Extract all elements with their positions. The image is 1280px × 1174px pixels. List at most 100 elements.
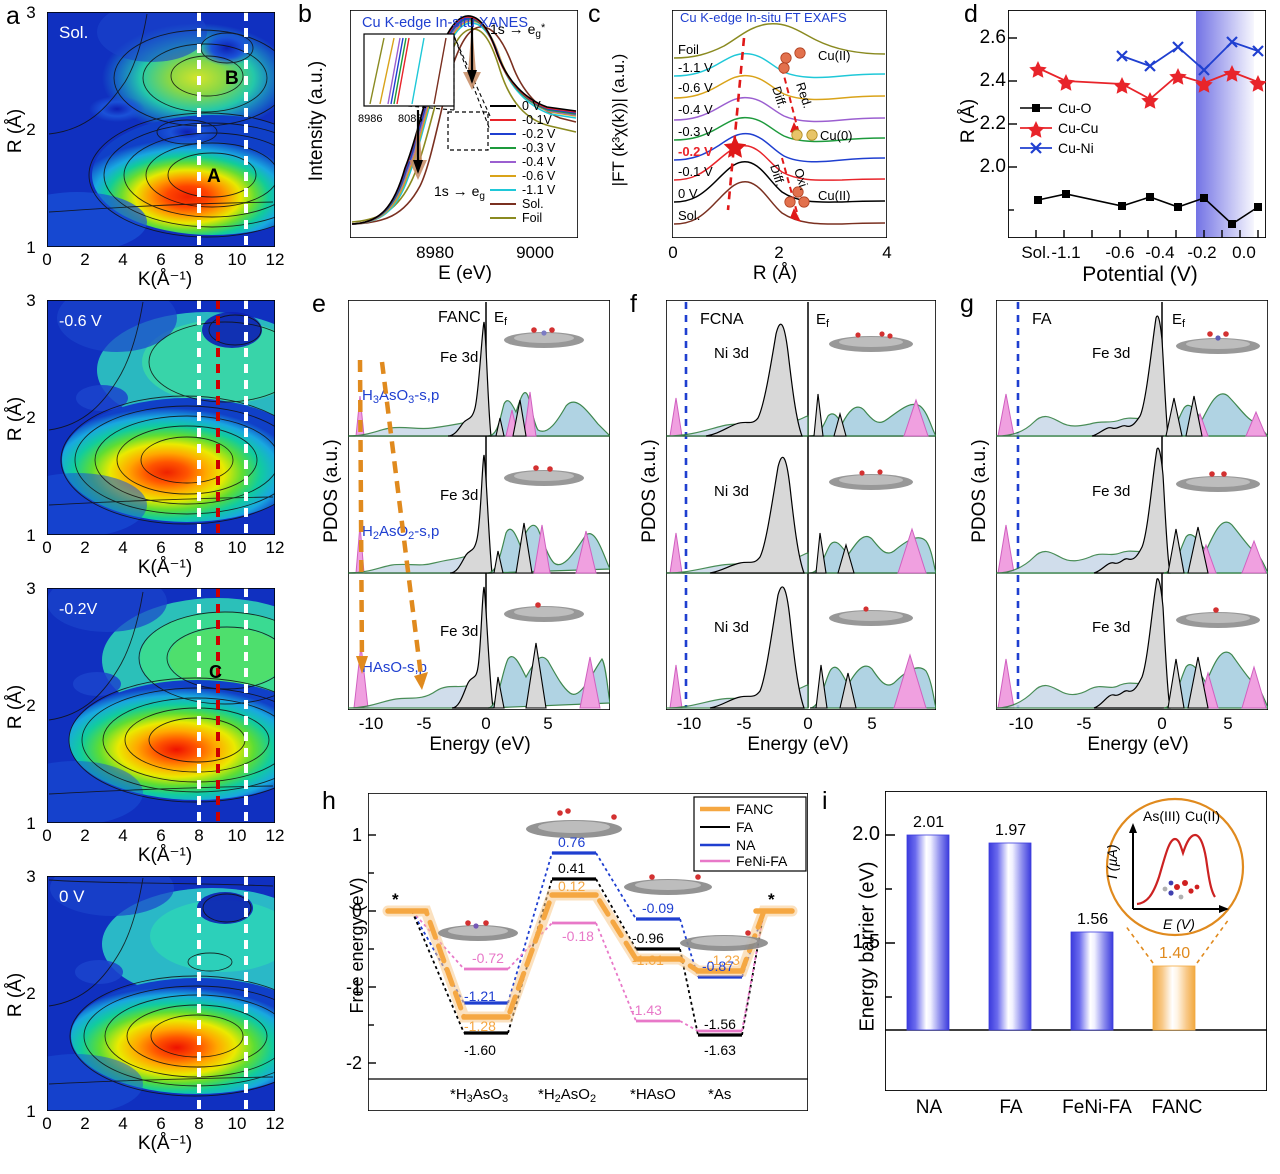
xt: 8: [194, 826, 204, 845]
panel-a1-ytick-3: 3: [26, 3, 36, 22]
svg-text:*H3AsO3: *H3AsO3: [450, 1086, 508, 1105]
xt: 10: [227, 250, 247, 269]
svg-text:1.56: 1.56: [1077, 911, 1108, 928]
panel-c-xlabel: R (Å): [752, 263, 798, 284]
panel-a3-xlabel: K(Å⁻¹): [137, 845, 193, 866]
svg-text:-0.3 V: -0.3 V: [522, 141, 556, 155]
panel-g-plot: FA Ef Fe 3d Fe 3d Fe 3d: [996, 300, 1268, 710]
svg-text:-1.60: -1.60: [464, 1042, 496, 1058]
xt: -10: [1008, 714, 1034, 733]
panel-f-material-text: FCNA: [700, 311, 744, 328]
xt-02: -0.2: [1187, 243, 1217, 262]
panel-h-plot: * * -1.21 -1.28 -1.60 -0.72 0.76 0.41 0.…: [368, 793, 808, 1111]
svg-text:*H2AsO2: *H2AsO2: [538, 1086, 596, 1105]
panel-b-title-text: Cu K-edge In-situ XANES: [362, 15, 528, 31]
xt: 8: [194, 1114, 204, 1133]
svg-text:*: *: [392, 890, 399, 909]
panel-b-xtick-0: 8980: [416, 243, 454, 262]
panel-c-xtick-2: 4: [882, 243, 892, 262]
panel-e-material-text: FANC: [438, 309, 481, 326]
svg-text:Fe 3d: Fe 3d: [1092, 345, 1130, 362]
xt: 0: [42, 826, 52, 845]
panel-e-plot: FANC Ef Fe 3d Fe 3d Fe 3d H3AsO3-s,p H2A…: [348, 300, 610, 710]
xt: 2: [80, 826, 90, 845]
svg-text:8088: 8088: [398, 113, 422, 125]
svg-text:Cu(II): Cu(II): [1185, 808, 1220, 824]
svg-text:A: A: [207, 166, 221, 187]
xt: 6: [156, 538, 166, 557]
xt: 5: [543, 714, 553, 733]
panel-i-plot: 2.01 1.97 1.56 1.40 As(III) Cu(II) I (µA…: [885, 791, 1267, 1091]
svg-text:-0.09: -0.09: [642, 900, 674, 916]
svg-text:-1.23: -1.23: [708, 952, 740, 968]
svg-text:E (V): E (V): [1163, 916, 1195, 932]
svg-text:Oxi.: Oxi.: [791, 167, 811, 192]
svg-text:1.97: 1.97: [995, 822, 1026, 839]
panel-i-ytick-2: 2.0: [852, 823, 880, 845]
panel-b-xlabel: E (eV): [438, 263, 492, 284]
contour-map-m06: -0.6 V: [47, 300, 275, 535]
svg-text:Foil: Foil: [678, 42, 699, 57]
svg-text:-1.1 V: -1.1 V: [522, 183, 556, 197]
svg-text:Sol.: Sol.: [678, 208, 700, 223]
panel-a1-ylabel: R (Å): [5, 108, 26, 154]
svg-text:I (µA): I (µA): [1104, 844, 1120, 879]
panel-b-ylabel: Intensity (a.u.): [306, 60, 327, 182]
panel-a2-ylabel: R (Å): [5, 396, 26, 442]
svg-text:Cu(II): Cu(II): [818, 188, 851, 203]
panel-h-ytick-m1: -1: [345, 977, 362, 997]
xt: 0: [803, 714, 813, 733]
panel-a4-ytick-1: 1: [26, 1102, 36, 1121]
svg-text:-0.6 V: -0.6 V: [678, 80, 713, 95]
panel-c-ylabel: |FT (k³χ(k))| (a.u.): [609, 53, 628, 187]
xt: 6: [156, 250, 166, 269]
svg-text:-0.4 V: -0.4 V: [522, 155, 556, 169]
bar-fanc: [1152, 965, 1196, 1031]
xt: 4: [118, 1114, 128, 1133]
panel-e-ylabel: PDOS (a.u.): [321, 439, 342, 543]
panel-g-label: g: [960, 290, 974, 318]
svg-text:-0.1V: -0.1V: [522, 113, 553, 127]
svg-text:Sol.: Sol.: [522, 197, 544, 211]
panel-a2-xlabel: K(Å⁻¹): [137, 557, 193, 578]
panel-g-pdos-fa: g PDOS (a.u.): [948, 290, 1280, 760]
panel-a4-ytick-2: 2: [26, 984, 36, 1003]
svg-text:HAsO-s,p: HAsO-s,p: [362, 659, 427, 676]
xt: 8: [194, 538, 204, 557]
panel-a4-ytick-3: 3: [26, 867, 36, 886]
svg-text:-0.2 V: -0.2 V: [522, 127, 556, 141]
svg-text:Foil: Foil: [522, 211, 542, 225]
xt-fenifa: FeNi-FA: [1062, 1097, 1132, 1118]
bar-fa: [988, 842, 1032, 1031]
panel-d-ytick-26: 2.6: [979, 27, 1006, 48]
xt: 0: [481, 714, 491, 733]
xt: 6: [156, 1114, 166, 1133]
svg-text:Fe 3d: Fe 3d: [1092, 483, 1130, 500]
svg-text:-1.1 V: -1.1 V: [678, 60, 713, 75]
svg-text:Cu(II): Cu(II): [818, 48, 851, 63]
svg-text:-1.43: -1.43: [630, 1002, 662, 1018]
svg-text:-0.18: -0.18: [562, 928, 594, 944]
xt-04: -0.4: [1145, 243, 1175, 262]
svg-text:-0.4 V: -0.4 V: [678, 102, 713, 117]
svg-text:1s → eg: 1s → eg: [434, 183, 485, 202]
svg-text:Cu-Cu: Cu-Cu: [1058, 120, 1098, 136]
panel-a4-xlabel: K(Å⁻¹): [137, 1133, 193, 1154]
xt: 5: [867, 714, 877, 733]
xt: -10: [676, 714, 702, 733]
map-title-sol: Sol.: [59, 23, 88, 42]
xt-11: -1.1: [1051, 243, 1081, 262]
panel-e-label: e: [312, 290, 326, 318]
panel-f-ylabel: PDOS (a.u.): [639, 439, 660, 543]
xt: 4: [118, 826, 128, 845]
panel-i-label: i: [822, 787, 828, 815]
contour-map-sol: Sol. A B: [47, 12, 275, 247]
xt: 0: [1157, 714, 1167, 733]
svg-text:Fe 3d: Fe 3d: [440, 623, 478, 640]
xt: -5: [1076, 714, 1092, 733]
panel-h-free-energy: h Free energy (eV): [320, 785, 810, 1174]
svg-text:Cu-Ni: Cu-Ni: [1058, 140, 1094, 156]
svg-text:Fe 3d: Fe 3d: [440, 349, 478, 366]
xt-na: NA: [915, 1097, 943, 1118]
bar-na: [906, 834, 950, 1031]
